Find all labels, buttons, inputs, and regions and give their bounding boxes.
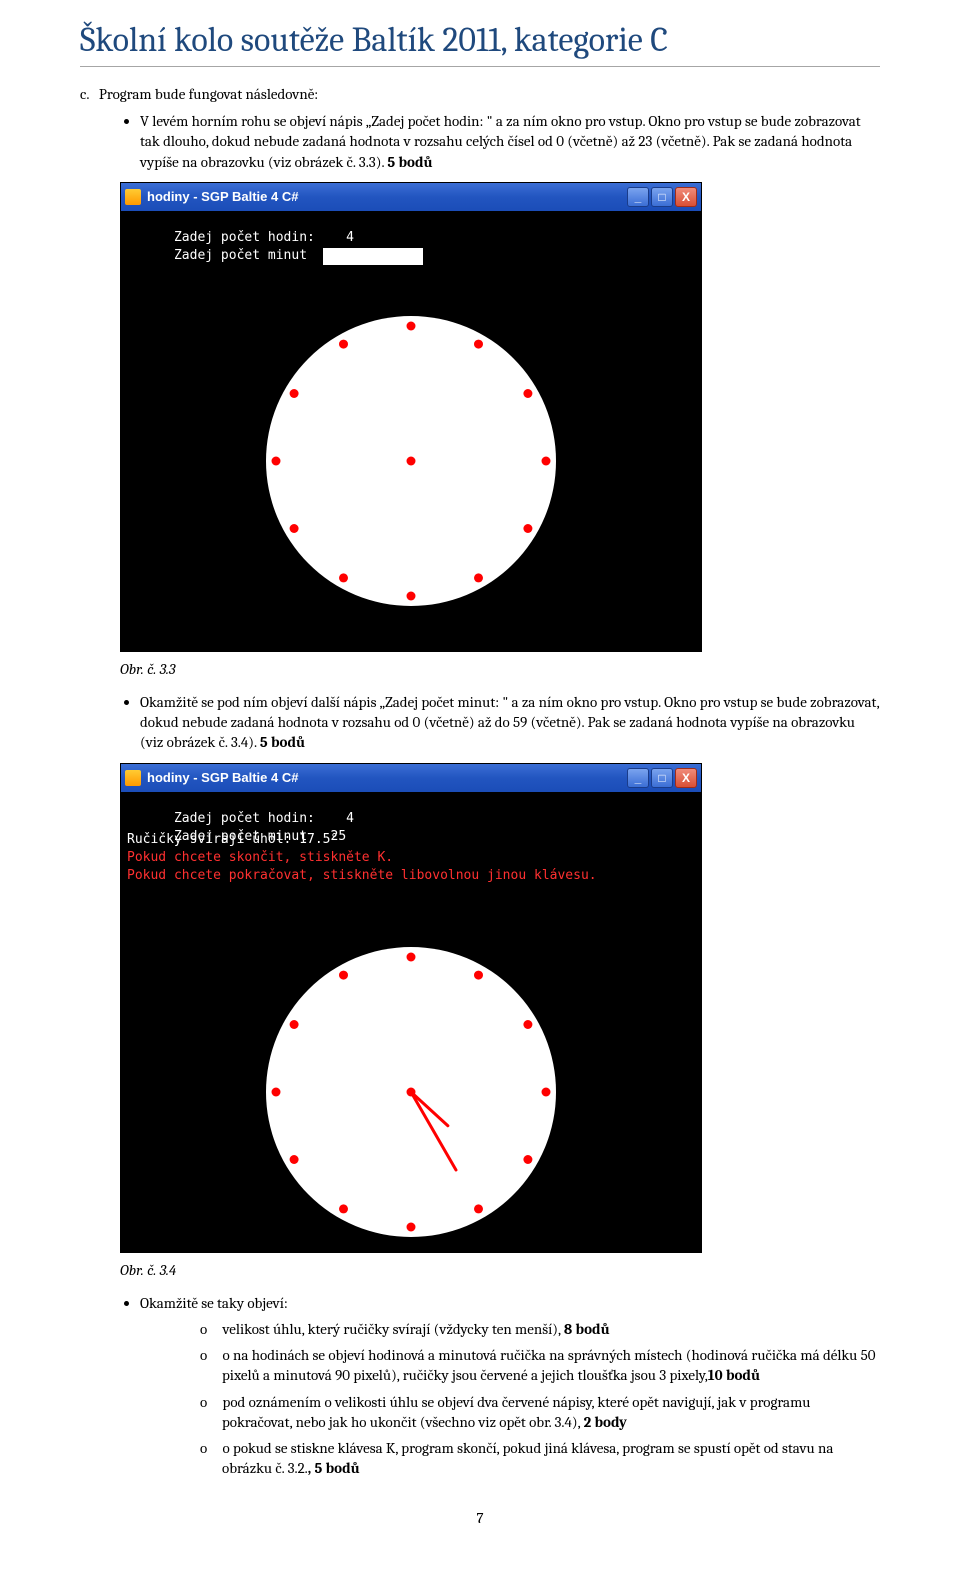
bullet-2: Okamžitě se pod ním objeví další nápis „… xyxy=(140,692,880,753)
sub-4-points: , 5 bodů xyxy=(308,1459,360,1477)
bullet-1: V levém horním rohu se objeví nápis „Zad… xyxy=(140,111,880,172)
sub-3: pod oznámením o velikosti úhlu se objeví… xyxy=(200,1392,880,1433)
sub-2-points: 10 bodů xyxy=(708,1366,760,1384)
bullet-3: Okamžitě se taky objeví: velikost úhlu, … xyxy=(140,1293,880,1479)
minimize-button[interactable]: _ xyxy=(627,187,649,207)
page-title: Školní kolo soutěže Baltík 2011, kategor… xyxy=(80,20,880,67)
sub-1-points: 8 bodů xyxy=(564,1320,610,1338)
bullet-2-points: 5 bodů xyxy=(260,733,305,751)
client-area: Zadej počet hodin: 4 Zadej počet minut 2… xyxy=(121,792,701,1252)
sub-3-points: 2 body xyxy=(584,1413,627,1431)
titlebar: hodiny - SGP Baltie 4 C# _ □ X xyxy=(121,183,701,211)
section-letter: c. xyxy=(80,85,89,103)
maximize-button[interactable]: □ xyxy=(651,768,673,788)
close-button[interactable]: X xyxy=(675,768,697,788)
screenshot-3-4: hodiny - SGP Baltie 4 C# _ □ X Zadej poč… xyxy=(120,763,702,1253)
figure-label-3-3: Obr. č. 3.3 xyxy=(120,660,880,678)
section-intro: Program bude fungovat následovně: xyxy=(99,85,318,103)
clock-face xyxy=(121,211,703,651)
bullet-1-text: V levém horním rohu se objeví nápis „Zad… xyxy=(140,112,861,171)
sub-1: velikost úhlu, který ručičky svírají (vž… xyxy=(200,1319,880,1339)
bullet-1-points: 5 bodů xyxy=(387,153,432,171)
section-c: c. Program bude fungovat následovně: xyxy=(80,85,880,103)
app-icon xyxy=(125,189,141,205)
sub-2-text: o na hodinách se objeví hodinová a minut… xyxy=(222,1346,876,1384)
window-title: hodiny - SGP Baltie 4 C# xyxy=(147,189,625,204)
window-title: hodiny - SGP Baltie 4 C# xyxy=(147,770,625,785)
close-button[interactable]: X xyxy=(675,187,697,207)
page-number: 7 xyxy=(80,1509,880,1527)
sub-3-text: pod oznámením o velikosti úhlu se objeví… xyxy=(222,1393,811,1431)
titlebar: hodiny - SGP Baltie 4 C# _ □ X xyxy=(121,764,701,792)
minimize-button[interactable]: _ xyxy=(627,768,649,788)
sub-4: o pokud se stiskne klávesa K, program sk… xyxy=(200,1438,880,1479)
screenshot-3-3: hodiny - SGP Baltie 4 C# _ □ X Zadej poč… xyxy=(120,182,702,652)
sub-2: o na hodinách se objeví hodinová a minut… xyxy=(200,1345,880,1386)
bullet-3-header: Okamžitě se taky objeví: xyxy=(140,1294,288,1312)
sub-1-text: velikost úhlu, který ručičky svírají (vž… xyxy=(223,1320,564,1338)
client-area: Zadej počet hodin: 4 Zadej počet minut xyxy=(121,211,701,651)
app-icon xyxy=(125,770,141,786)
clock-face xyxy=(121,792,703,1252)
maximize-button[interactable]: □ xyxy=(651,187,673,207)
figure-label-3-4: Obr. č. 3.4 xyxy=(120,1261,880,1279)
bullet-2-text: Okamžitě se pod ním objeví další nápis „… xyxy=(140,693,879,752)
